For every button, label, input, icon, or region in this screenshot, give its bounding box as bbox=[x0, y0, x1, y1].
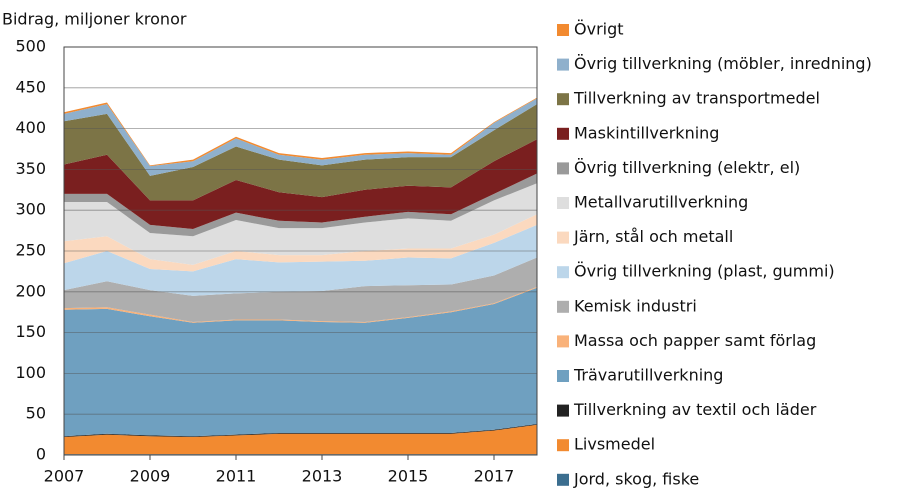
legend-swatch bbox=[557, 127, 569, 140]
area bbox=[64, 104, 537, 201]
legend-swatch bbox=[557, 197, 569, 209]
y-tick-label: 350 bbox=[15, 159, 46, 178]
legend-label: Metallvarutillverkning bbox=[574, 193, 748, 212]
legend-swatch bbox=[557, 231, 569, 244]
x-tick-label: 2013 bbox=[302, 467, 343, 486]
legend-label: Trävarutillverkning bbox=[573, 366, 723, 385]
x-tick-label: 2011 bbox=[216, 467, 257, 486]
legend-label: Livsmedel bbox=[574, 435, 655, 454]
y-tick-label: 250 bbox=[15, 241, 46, 260]
legend-label: Kemisk industri bbox=[574, 296, 697, 315]
legend-label: Övrig tillverkning (elektr, el) bbox=[574, 158, 800, 177]
area bbox=[64, 139, 537, 229]
x-tick-label: 2017 bbox=[474, 467, 515, 486]
legend-swatch bbox=[557, 58, 569, 71]
legend-label: Jord, skog, fiske bbox=[573, 469, 699, 488]
x-tick-label: 2007 bbox=[44, 467, 85, 486]
y-tick-label: 200 bbox=[15, 281, 46, 300]
legend-label: Järn, stål och metall bbox=[573, 227, 733, 246]
legend-swatch bbox=[557, 300, 569, 313]
area bbox=[64, 224, 537, 296]
plot-frame bbox=[63, 46, 538, 456]
area bbox=[64, 214, 537, 272]
legend-swatch bbox=[557, 24, 569, 36]
y-tick-label: 100 bbox=[15, 363, 46, 382]
area bbox=[64, 173, 537, 237]
legend-label: Övrigt bbox=[574, 20, 624, 39]
area bbox=[64, 287, 537, 437]
legend-swatch bbox=[557, 93, 569, 106]
legend-label: Tillverkning av textil och läder bbox=[573, 400, 817, 419]
legend-swatch bbox=[557, 266, 569, 279]
area bbox=[64, 98, 537, 176]
area bbox=[64, 423, 537, 438]
legend-label: Massa och papper samt förlag bbox=[574, 331, 816, 350]
y-tick-label: 400 bbox=[15, 118, 46, 137]
legend-swatch bbox=[557, 439, 569, 452]
x-tick-label: 2015 bbox=[388, 467, 429, 486]
y-tick-label: 450 bbox=[15, 77, 46, 96]
x-tick-label: 2009 bbox=[130, 467, 171, 486]
legend-label: Tillverkning av transportmedel bbox=[573, 89, 820, 108]
legend-swatch bbox=[557, 162, 569, 175]
legend-swatch bbox=[557, 404, 569, 417]
area bbox=[64, 257, 537, 322]
y-tick-label: 50 bbox=[26, 404, 46, 423]
y-tick-label: 0 bbox=[36, 445, 46, 464]
y-tick-label: 300 bbox=[15, 200, 46, 219]
legend-label: Övrig tillverkning (möbler, inredning) bbox=[574, 54, 872, 73]
legend-swatch bbox=[557, 370, 569, 382]
y-tick-label: 500 bbox=[15, 37, 46, 56]
legend-label: Övrig tillverkning (plast, gummi) bbox=[574, 262, 835, 281]
area bbox=[64, 424, 537, 455]
legend-swatch bbox=[557, 473, 569, 486]
y-axis-label: Bidrag, miljoner kronor bbox=[2, 10, 187, 29]
legend-label: Maskintillverkning bbox=[574, 123, 719, 142]
y-tick-label: 150 bbox=[15, 322, 46, 341]
legend-swatch bbox=[557, 335, 569, 348]
area bbox=[64, 183, 537, 265]
